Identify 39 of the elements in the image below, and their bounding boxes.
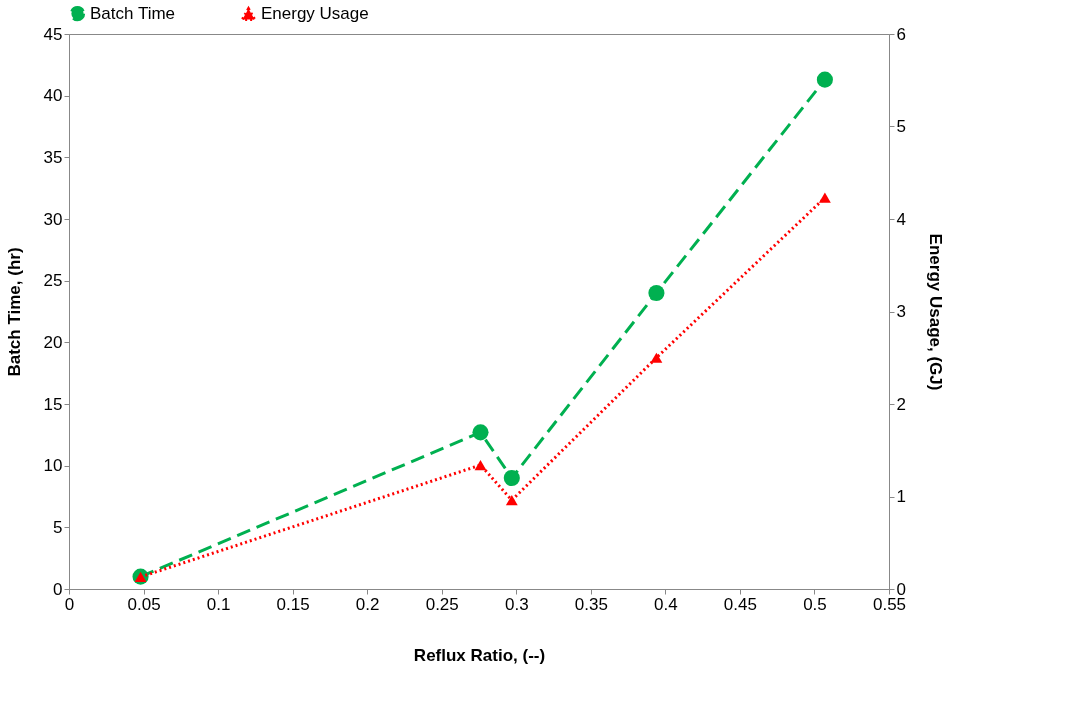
x-tick-label: 0.2 xyxy=(355,594,380,614)
point xyxy=(648,284,665,302)
y-axis-title: Batch Time, (hr) xyxy=(4,247,24,377)
x-tick-label: 0.5 xyxy=(803,594,827,614)
y2-tick-label: 6 xyxy=(896,24,906,44)
y-tick-label: 25 xyxy=(43,271,63,291)
y-tick-label: 40 xyxy=(43,86,63,106)
point xyxy=(472,424,489,441)
x-tick-label: 0.4 xyxy=(654,594,678,614)
y-tick-label: 15 xyxy=(43,394,63,414)
legend-label: Energy Usage xyxy=(261,4,369,24)
x-tick-label: 0.25 xyxy=(425,594,459,614)
point xyxy=(816,71,833,88)
point xyxy=(818,192,831,203)
point xyxy=(474,459,487,471)
y-tick-label: 10 xyxy=(43,456,63,476)
x-axis-title: Reflux Ratio, (--) xyxy=(413,645,546,665)
y2-tick-label: 2 xyxy=(896,394,906,414)
point xyxy=(505,495,518,506)
y2-tick-label: 4 xyxy=(896,209,906,229)
point xyxy=(650,352,663,363)
x-tick-label: 0.15 xyxy=(276,594,310,614)
y-tick-label: 35 xyxy=(43,147,63,167)
x-tick-label: 0.05 xyxy=(127,594,161,614)
x-tick-label: 0.45 xyxy=(723,594,757,614)
y-tick-label: 0 xyxy=(53,579,63,599)
y2-axis-title: Energy Usage, (GJ) xyxy=(925,233,945,391)
x-tick-label: 0.3 xyxy=(504,594,529,614)
y-tick-label: 5 xyxy=(53,517,63,537)
y2-tick-label: 5 xyxy=(896,117,906,136)
y-tick-label: 20 xyxy=(43,332,63,352)
x-tick-label: 0.35 xyxy=(574,594,608,614)
y2-tick-label: 1 xyxy=(896,487,906,506)
y-tick-label: 45 xyxy=(43,24,63,44)
point xyxy=(503,469,520,487)
y-tick-label: 30 xyxy=(43,209,63,229)
y2-tick-label: 3 xyxy=(896,302,906,321)
legend-label: Batch Time xyxy=(90,3,176,23)
x-tick-label: 0.1 xyxy=(206,594,231,614)
